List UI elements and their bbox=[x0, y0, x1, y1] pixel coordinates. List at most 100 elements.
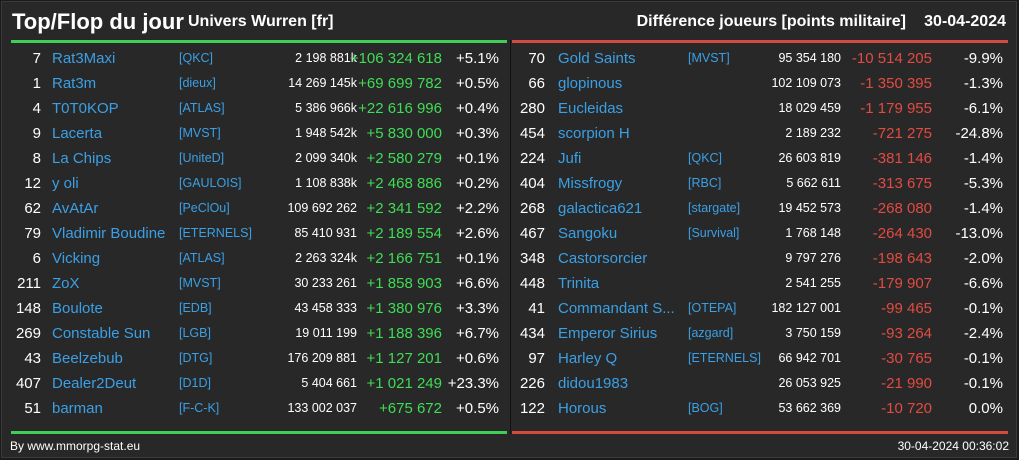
player-name-link[interactable]: Rat3m bbox=[52, 75, 97, 92]
diff-value: -99 465 bbox=[881, 300, 932, 317]
alliance-tag-link[interactable]: [QKC] bbox=[688, 151, 723, 165]
diff-value: +1 380 976 bbox=[366, 300, 443, 317]
flop-divider-red bbox=[512, 40, 1008, 43]
points-value: 19 011 199 bbox=[295, 326, 357, 340]
player-row: 9 Lacerta [MVST] 1 948 542k +5 830 000 +0.3% bbox=[11, 121, 507, 146]
alliance-tag-link[interactable]: [ETERNELS] bbox=[179, 226, 252, 240]
top-losers-list: 70 Gold Saints [MVST] 95 354 180 -10 514 205… bbox=[512, 46, 1008, 421]
player-row: 66 glopinous 102 109 073 -1 350 395 -1.3% bbox=[512, 71, 1008, 96]
player-name-link[interactable]: La Chips bbox=[52, 150, 112, 167]
rank-value: 1 bbox=[32, 75, 41, 92]
diff-value: +69 699 782 bbox=[358, 75, 442, 92]
rank-value: 404 bbox=[519, 175, 545, 192]
percent-value: -0.1% bbox=[963, 350, 1003, 367]
player-name-link[interactable]: glopinous bbox=[558, 75, 623, 92]
rank-value: 211 bbox=[17, 275, 41, 292]
alliance-tag-link[interactable]: [ATLAS] bbox=[179, 251, 225, 265]
diff-value: +2 580 279 bbox=[366, 150, 443, 167]
alliance-tag-link[interactable]: [Survival] bbox=[688, 226, 740, 240]
alliance-tag-link[interactable]: [RBC] bbox=[688, 176, 722, 190]
player-name-link[interactable]: Jufi bbox=[558, 150, 582, 167]
player-name-link[interactable]: Rat3Maxi bbox=[52, 50, 116, 67]
player-name-link[interactable]: galactica621 bbox=[558, 200, 643, 217]
points-value: 5 386 966k bbox=[295, 101, 357, 115]
diff-value: -93 264 bbox=[881, 325, 932, 342]
top-gainers-list: 7 Rat3Maxi [QKC] 2 198 881k +106 324 618 +5.1… bbox=[11, 46, 507, 421]
points-value: 30 233 261 bbox=[294, 276, 357, 290]
alliance-tag-link[interactable]: [DTG] bbox=[179, 351, 213, 365]
player-name-link[interactable]: Castorsorcier bbox=[558, 250, 648, 267]
player-name-link[interactable]: Harley Q bbox=[558, 350, 618, 367]
percent-value: +2.2% bbox=[456, 200, 499, 217]
percent-value: +0.1% bbox=[456, 150, 499, 167]
player-name-link[interactable]: didou1983 bbox=[558, 375, 629, 392]
rank-value: 448 bbox=[519, 275, 545, 292]
rank-value: 6 bbox=[32, 250, 41, 267]
alliance-tag-link[interactable]: [MVST] bbox=[179, 126, 221, 140]
percent-value: +0.3% bbox=[456, 125, 499, 142]
alliance-tag-link[interactable]: [OTEPA] bbox=[688, 301, 737, 315]
alliance-tag-link[interactable]: [GAULOIS] bbox=[179, 176, 242, 190]
percent-value: -2.0% bbox=[963, 250, 1003, 267]
player-name-link[interactable]: Commandant S... bbox=[558, 300, 675, 317]
player-name-link[interactable]: Horous bbox=[558, 400, 607, 417]
player-name-link[interactable]: AvAtAr bbox=[52, 200, 99, 217]
diff-value: +675 672 bbox=[379, 400, 442, 417]
player-row: 6 Vicking [ATLAS] 2 263 324k +2 166 751 +0.1% bbox=[11, 246, 507, 271]
alliance-tag-link[interactable]: [QKC] bbox=[179, 51, 214, 65]
points-value: 66 942 701 bbox=[778, 351, 841, 365]
player-name-link[interactable]: Sangoku bbox=[558, 225, 618, 242]
player-row: 7 Rat3Maxi [QKC] 2 198 881k +106 324 618 +5.1… bbox=[11, 46, 507, 71]
player-name-link[interactable]: Boulote bbox=[52, 300, 103, 317]
alliance-tag-link[interactable]: [ATLAS] bbox=[179, 101, 225, 115]
diff-value: +1 188 396 bbox=[366, 325, 443, 342]
percent-value: +0.1% bbox=[456, 250, 499, 267]
alliance-tag-link[interactable]: [PeClOu] bbox=[179, 201, 230, 215]
diff-value: +2 341 592 bbox=[366, 200, 443, 217]
alliance-tag-link[interactable]: [MVST] bbox=[688, 51, 730, 65]
alliance-tag-link[interactable]: [LGB] bbox=[179, 326, 211, 340]
player-name-link[interactable]: Trinita bbox=[558, 275, 600, 292]
percent-value: -6.6% bbox=[963, 275, 1003, 292]
player-row: 268 galactica621 [stargate] 19 452 573 -268 … bbox=[512, 196, 1008, 221]
player-name-link[interactable]: ZoX bbox=[52, 275, 80, 292]
player-name-link[interactable]: y oli bbox=[52, 175, 79, 192]
player-name-link[interactable]: Eucleidas bbox=[558, 100, 624, 117]
player-name-link[interactable]: T0T0KOP bbox=[52, 100, 119, 117]
page-title: Top/Flop du jour bbox=[12, 9, 184, 34]
alliance-tag-link[interactable]: [stargate] bbox=[688, 201, 741, 215]
player-name-link[interactable]: Dealer2Deut bbox=[52, 375, 137, 392]
alliance-tag-link[interactable]: [F-C-K] bbox=[179, 401, 220, 415]
alliance-tag-link[interactable]: [UniteD] bbox=[179, 151, 225, 165]
alliance-tag-link[interactable]: [ETERNELS] bbox=[688, 351, 761, 365]
player-name-link[interactable]: Emperor Sirius bbox=[558, 325, 658, 342]
player-name-link[interactable]: Constable Sun bbox=[52, 325, 151, 342]
alliance-tag-link[interactable]: [dieux] bbox=[179, 76, 216, 90]
player-name-link[interactable]: barman bbox=[52, 400, 103, 417]
alliance-tag-link[interactable]: [BOG] bbox=[688, 401, 723, 415]
alliance-tag-link[interactable]: [D1D] bbox=[179, 376, 211, 390]
rank-value: 269 bbox=[15, 325, 41, 342]
player-name-link[interactable]: scorpion H bbox=[558, 125, 630, 142]
percent-value: -0.1% bbox=[963, 375, 1003, 392]
player-name-link[interactable]: Lacerta bbox=[52, 125, 103, 142]
player-name-link[interactable]: Gold Saints bbox=[558, 50, 636, 67]
rank-value: 4 bbox=[32, 100, 41, 117]
player-name-link[interactable]: Vladimir Boudine bbox=[52, 225, 166, 242]
alliance-tag-link[interactable]: [azgard] bbox=[688, 326, 734, 340]
alliance-tag-link[interactable]: [MVST] bbox=[179, 276, 221, 290]
percent-value: +23.3% bbox=[447, 375, 499, 392]
player-row: 226 didou1983 26 053 925 -21 990 -0.1% bbox=[512, 371, 1008, 396]
rank-value: 224 bbox=[519, 150, 545, 167]
diff-value: -1 179 955 bbox=[860, 100, 932, 117]
player-name-link[interactable]: Vicking bbox=[52, 250, 101, 267]
percent-value: -5.3% bbox=[963, 175, 1003, 192]
rank-value: 66 bbox=[528, 75, 545, 92]
player-row: 448 Trinita 2 541 255 -179 907 -6.6% bbox=[512, 271, 1008, 296]
player-name-link[interactable]: Missfrogy bbox=[558, 175, 623, 192]
points-value: 43 458 333 bbox=[294, 301, 357, 315]
diff-value: -1 350 395 bbox=[860, 75, 932, 92]
player-name-link[interactable]: Beelzebub bbox=[52, 350, 123, 367]
alliance-tag-link[interactable]: [EDB] bbox=[179, 301, 212, 315]
